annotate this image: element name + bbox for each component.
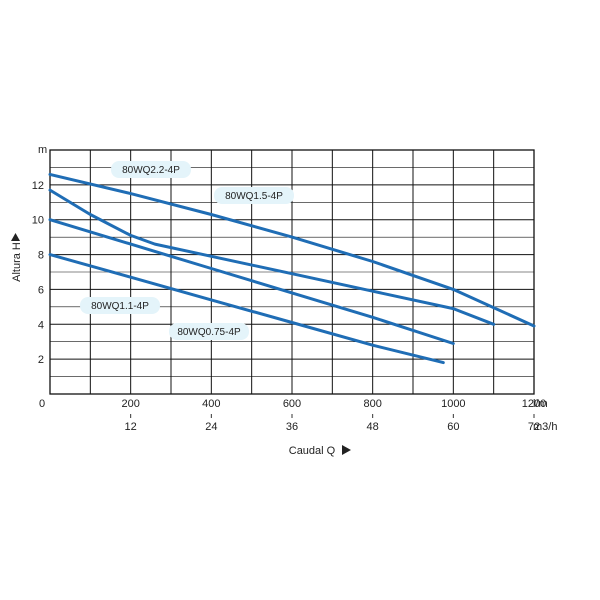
curve-label-text: 80WQ0.75-4P <box>177 327 241 338</box>
x-tick-label-primary: 0 <box>39 398 45 410</box>
x-unit-secondary-label: m3/h <box>533 421 557 433</box>
y-tick-label: 12 <box>32 180 44 192</box>
y-tick-label: 4 <box>38 319 44 331</box>
x-tick-label-primary: 1200 <box>522 398 546 410</box>
curve-label-80wq075: 80WQ0.75-4P <box>169 323 249 340</box>
plot-frame <box>49 149 535 395</box>
series-line-1 <box>48 188 496 326</box>
x-unit-primary-label: l/m <box>533 398 548 410</box>
chart-curves <box>48 172 536 365</box>
curve-label-80wq22: 80WQ2.2-4P <box>111 161 191 178</box>
x-tick-label-primary: 400 <box>202 398 220 410</box>
curve-label-80wq15: 80WQ1.5-4P <box>214 187 294 204</box>
curve-label-text: 80WQ1.5-4P <box>225 191 283 202</box>
x-tick-label-primary: 600 <box>283 398 301 410</box>
x-tick-label-secondary: 48 <box>367 421 379 433</box>
x-tick-label-primary: 800 <box>363 398 381 410</box>
curve-label-bg <box>214 187 294 204</box>
triangle-right-icon <box>342 445 351 455</box>
y-axis-title-group: Altura H <box>11 242 23 282</box>
x-tick-label-secondary: 60 <box>447 421 459 433</box>
x-tick-label-secondary: 24 <box>205 421 217 433</box>
y-axis-title: Altura H <box>11 242 23 282</box>
x-tick-label-secondary: 36 <box>286 421 298 433</box>
triangle-up-icon <box>11 233 20 241</box>
series-line-3 <box>48 253 445 365</box>
y-tick-label: 2 <box>38 354 44 366</box>
x-axis-title: Caudal Q <box>289 445 336 457</box>
x-tick-label-primary: 200 <box>121 398 139 410</box>
curve-label-text: 80WQ2.2-4P <box>122 165 180 176</box>
curve-label-text: 80WQ1.1-4P <box>91 301 149 312</box>
chart-grid <box>49 149 535 395</box>
curve-label-bg <box>80 297 160 314</box>
series-line-2 <box>48 218 455 345</box>
y-tick-label: 8 <box>38 250 44 262</box>
y-unit-label: m <box>38 144 47 156</box>
y-tick-label: 10 <box>32 215 44 227</box>
x-tick-label-secondary: 72 <box>528 421 540 433</box>
series-line-0 <box>48 172 536 328</box>
curve-label-80wq11: 80WQ1.1-4P <box>80 297 160 314</box>
curve-label-bg <box>169 323 249 340</box>
y-tick-label: 6 <box>38 284 44 296</box>
x-tick-label-secondary: 12 <box>125 421 137 433</box>
x-tick-label-primary: 1000 <box>441 398 465 410</box>
curve-label-bg <box>111 161 191 178</box>
